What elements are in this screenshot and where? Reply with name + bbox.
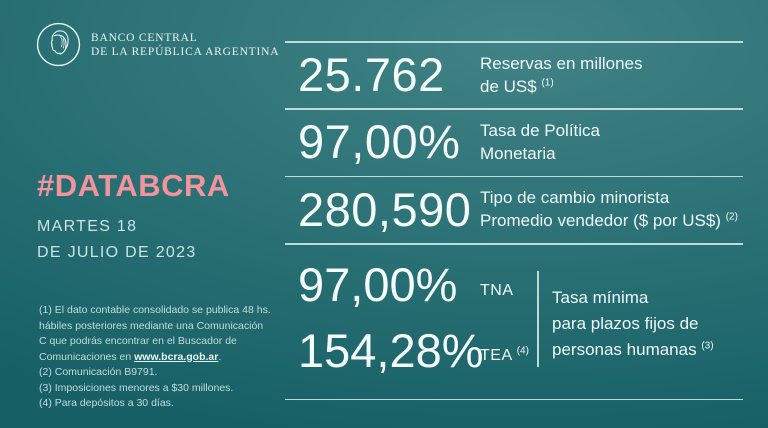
footnote-3: (3) Imposiciones menores a $30 millones. xyxy=(39,381,234,394)
vertical-divider xyxy=(537,271,539,367)
tna-value: 97,00% xyxy=(298,258,458,311)
headline-block: #DATABCRA MARTES 18 DE JULIO DE 2023 xyxy=(37,168,230,266)
tea-value: 154,28% xyxy=(298,324,484,377)
bank-name-line2: DE LA REPÚBLICA ARGENTINA xyxy=(91,45,280,58)
indicator-tasa-politica: 97,00% Tasa de Política Monetaria xyxy=(285,108,743,176)
divider-line xyxy=(285,243,743,245)
footnote-2: (2) Comunicación B9791. xyxy=(39,366,158,378)
bcra-logo: BANCO CENTRAL DE LA REPÚBLICA ARGENTINA xyxy=(36,22,279,67)
tipo-cambio-label: Tipo de cambio minorista Promedio vended… xyxy=(480,188,738,231)
reservas-label: Reservas en millones de US$ (1) xyxy=(480,53,643,96)
footnote-4: (4) Para depósitos a 30 días. xyxy=(39,397,174,409)
bank-name: BANCO CENTRAL DE LA REPÚBLICA ARGENTINA xyxy=(91,31,279,59)
indicators-panel: 25.762 Reservas en millones de US$ (1) 9… xyxy=(285,0,743,428)
tea-label: TEA (4) xyxy=(480,345,529,364)
reservas-value: 25.762 xyxy=(298,48,445,101)
indicator-tipo-cambio: 280,590 Tipo de cambio minorista Promedi… xyxy=(285,176,743,244)
plazo-fijo-description: Tasa mínima para plazos fijos de persona… xyxy=(552,288,714,359)
tna-label: TNA xyxy=(480,282,514,299)
footnote-ref-4: (4) xyxy=(516,345,529,357)
tasa-politica-label: Tasa de Política Monetaria xyxy=(480,120,601,163)
bcra-emblem-icon xyxy=(36,22,81,67)
divider-line xyxy=(285,398,743,400)
indicator-plazo-fijo: 97,00% 154,28% TNA TEA (4) Tasa mínima p… xyxy=(285,243,743,399)
hashtag-title: #DATABCRA xyxy=(37,168,230,203)
footnote-ref-3: (3) xyxy=(701,340,714,352)
date-line1: MARTES 18 xyxy=(37,218,138,235)
footnotes: (1) El dato contable consolidado se publ… xyxy=(39,303,273,412)
divider-line xyxy=(285,175,743,177)
indicator-reservas: 25.762 Reservas en millones de US$ (1) xyxy=(285,41,743,108)
footnote-ref-1: (1) xyxy=(541,76,554,88)
footnote-ref-2: (2) xyxy=(725,211,738,223)
date-block: MARTES 18 DE JULIO DE 2023 xyxy=(37,214,230,266)
divider-line xyxy=(285,41,743,43)
date-line2: DE JULIO DE 2023 xyxy=(37,244,197,261)
tasa-politica-value: 97,00% xyxy=(298,115,461,169)
footnote-1: (1) El dato contable consolidado se publ… xyxy=(39,304,271,363)
tipo-cambio-value: 280,590 xyxy=(298,182,472,236)
divider-line xyxy=(285,108,743,110)
bank-name-line1: BANCO CENTRAL xyxy=(91,31,198,44)
bcra-website-link[interactable]: www.bcra.gob.ar xyxy=(134,350,219,363)
